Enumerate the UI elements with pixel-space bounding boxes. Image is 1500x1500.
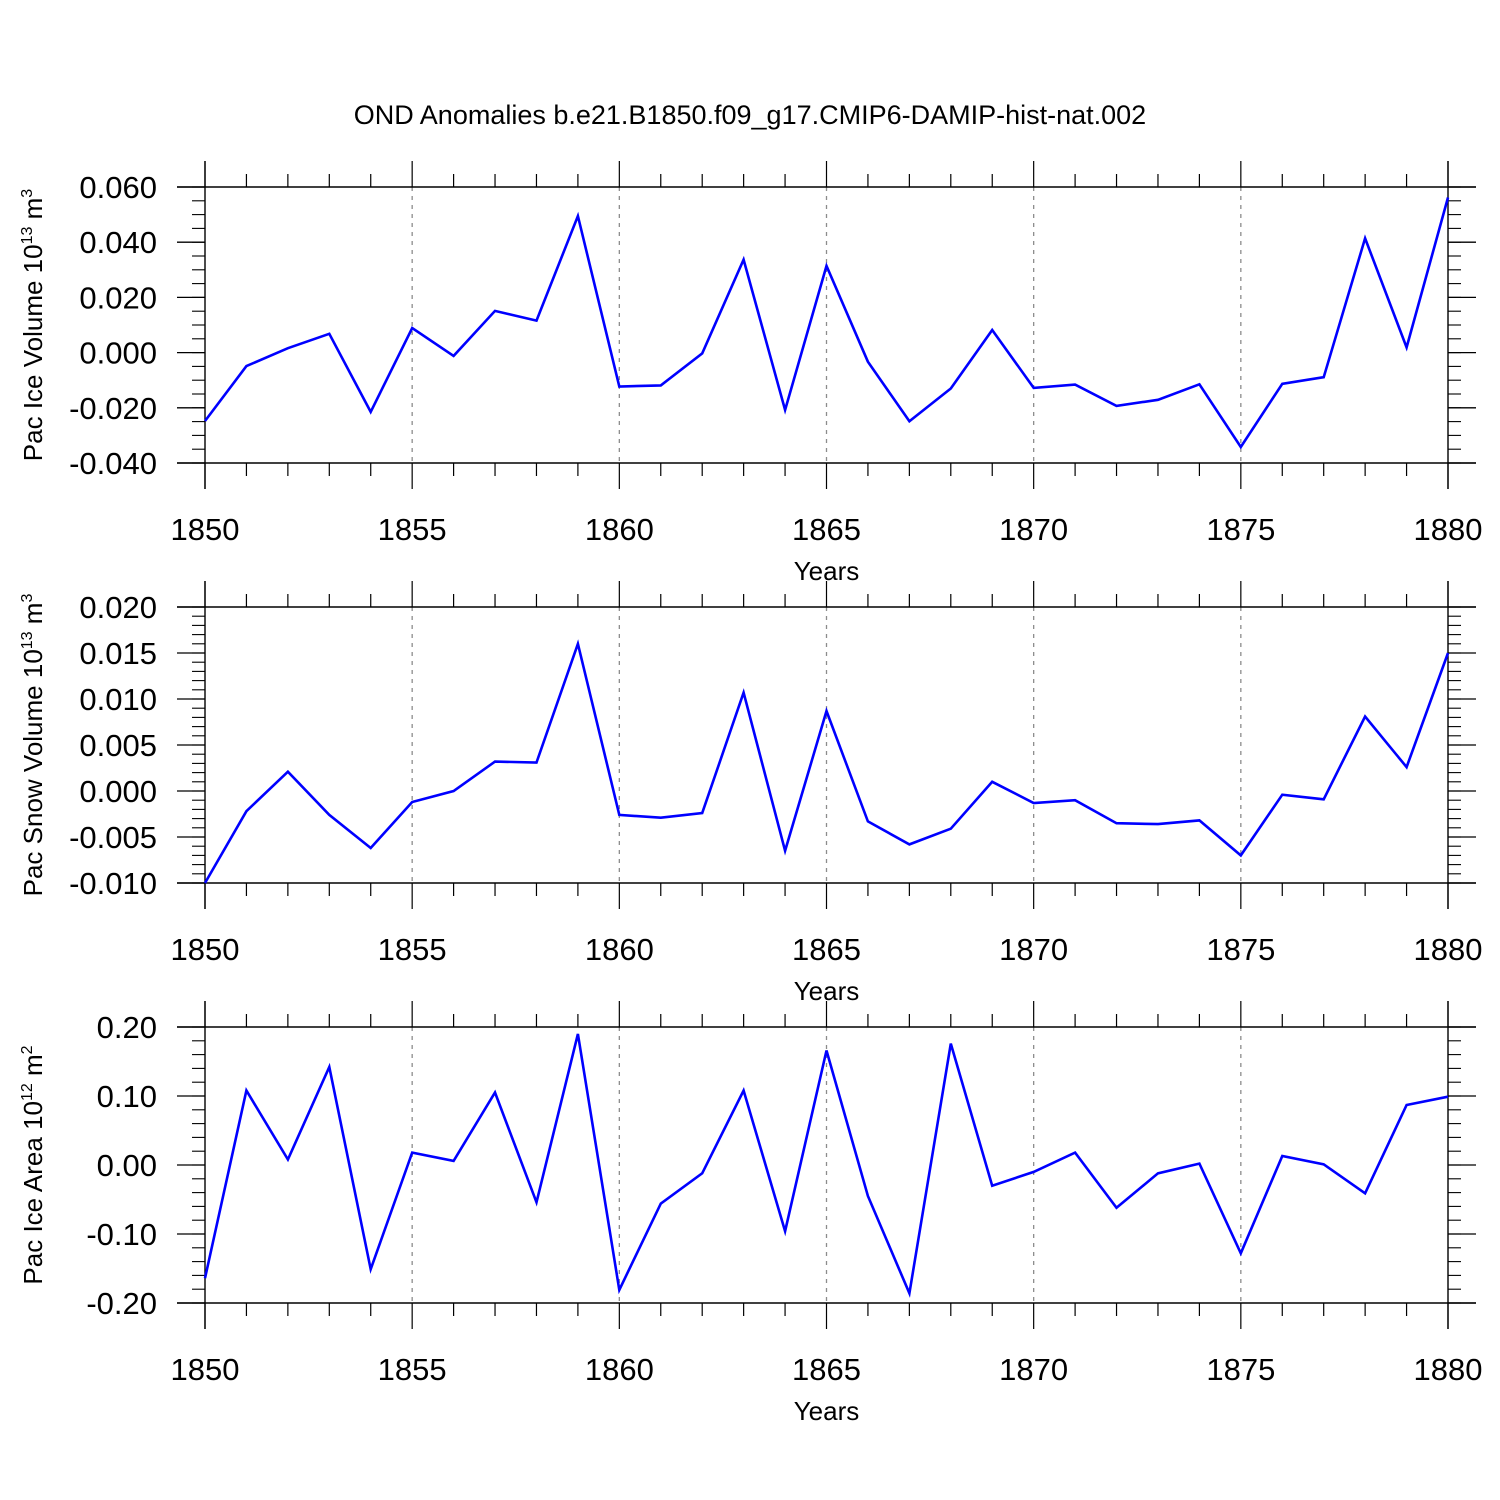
y-tick-label: 0.020 (79, 590, 157, 625)
x-tick-label: 1870 (999, 932, 1068, 967)
panels: -0.040 -0.020 0.000 0.020 0.040 0.060 1850 1855… (18, 161, 1482, 1426)
x-tick-label: 1850 (171, 1352, 240, 1387)
x-tick-label: 1860 (585, 512, 654, 547)
y-axis-label: Pac Ice Area 1012 m2 (18, 1045, 48, 1284)
x-tick-label: 1875 (1206, 512, 1275, 547)
x-tick-label: 1850 (171, 512, 240, 547)
y-tick-label: 0.000 (79, 336, 157, 371)
x-tick-label: 1860 (585, 932, 654, 967)
x-tick-label: 1850 (171, 932, 240, 967)
y-tick-label: -0.10 (86, 1217, 157, 1252)
chart-panel-1: -0.040 -0.020 0.000 0.020 0.040 0.060 1850 1855… (18, 161, 1482, 586)
chart-panel-3: -0.20 -0.10 0.00 0.10 0.20 1850 1855 1860 1865 18… (18, 1001, 1482, 1426)
y-tick-label: 0.020 (79, 280, 157, 315)
x-tick-label: 1880 (1414, 932, 1483, 967)
y-tick-label: -0.010 (69, 866, 157, 901)
x-tick-label: 1855 (378, 1352, 447, 1387)
series-line (203, 1033, 1449, 1298)
x-tick-label: 1875 (1206, 932, 1275, 967)
y-tick-label: -0.040 (69, 446, 157, 481)
y-tick-label: 0.060 (79, 170, 157, 205)
figure-title: OND Anomalies b.e21.B1850.f09_g17.CMIP6-… (354, 100, 1146, 130)
x-tick-label: 1860 (585, 1352, 654, 1387)
x-tick-label: 1855 (378, 932, 447, 967)
y-tick-label: 0.000 (79, 774, 157, 809)
x-tick-label: 1880 (1414, 1352, 1483, 1387)
x-axis-label: Years (794, 1396, 860, 1426)
y-tick-label: 0.005 (79, 728, 157, 763)
y-axis-label: Pac Snow Volume 1013 m3 (18, 594, 48, 897)
x-tick-label: 1855 (378, 512, 447, 547)
x-tick-label: 1875 (1206, 1352, 1275, 1387)
x-tick-label: 1865 (792, 932, 861, 967)
y-tick-label: 0.00 (97, 1148, 157, 1183)
x-tick-label: 1865 (792, 512, 861, 547)
y-tick-label: 0.20 (97, 1010, 157, 1045)
y-tick-label: 0.10 (97, 1079, 157, 1114)
y-tick-label: -0.005 (69, 820, 157, 855)
series-line (203, 639, 1450, 884)
x-tick-label: 1865 (792, 1352, 861, 1387)
chart-panel-2: -0.010 -0.005 0.000 0.005 0.010 0.015 0.020 185… (18, 581, 1482, 1006)
y-tick-label: -0.20 (86, 1286, 157, 1321)
x-tick-label: 1870 (999, 512, 1068, 547)
y-axis-label: Pac Ice Volume 1013 m3 (18, 189, 48, 462)
y-tick-label: -0.020 (69, 391, 157, 426)
x-tick-label: 1880 (1414, 512, 1483, 547)
y-tick-label: 0.040 (79, 225, 157, 260)
x-tick-label: 1870 (999, 1352, 1068, 1387)
series-line (203, 197, 1450, 450)
y-tick-label: 0.010 (79, 682, 157, 717)
y-tick-label: 0.015 (79, 636, 157, 671)
